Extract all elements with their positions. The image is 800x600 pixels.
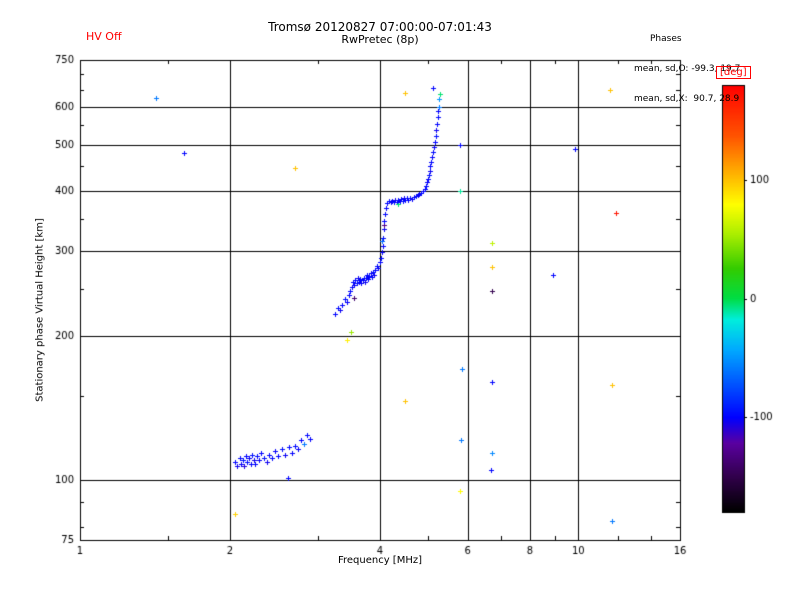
- phases-x-mode-stats: mean, sd,X: 90.7, 28.9: [634, 94, 740, 104]
- plot-title: Tromsø 20120827 07:00:00-07:01:43: [268, 20, 492, 34]
- colorbar-unit-label: [deg]: [716, 66, 751, 79]
- phases-summary: Phases mean, sd,O: -99.3, 19.7 mean, sd,…: [634, 14, 740, 124]
- y-axis-label: Stationary phase Virtual Height [km]: [34, 218, 46, 402]
- plot-subtitle: RwPretec (8p): [341, 33, 419, 46]
- phases-o-mode-stats: mean, sd,O: -99.3, 19.7: [634, 64, 741, 74]
- phases-heading: Phases: [650, 34, 682, 44]
- x-axis-label: Frequency [MHz]: [337, 555, 423, 566]
- hv-status-label: HV Off: [86, 30, 122, 43]
